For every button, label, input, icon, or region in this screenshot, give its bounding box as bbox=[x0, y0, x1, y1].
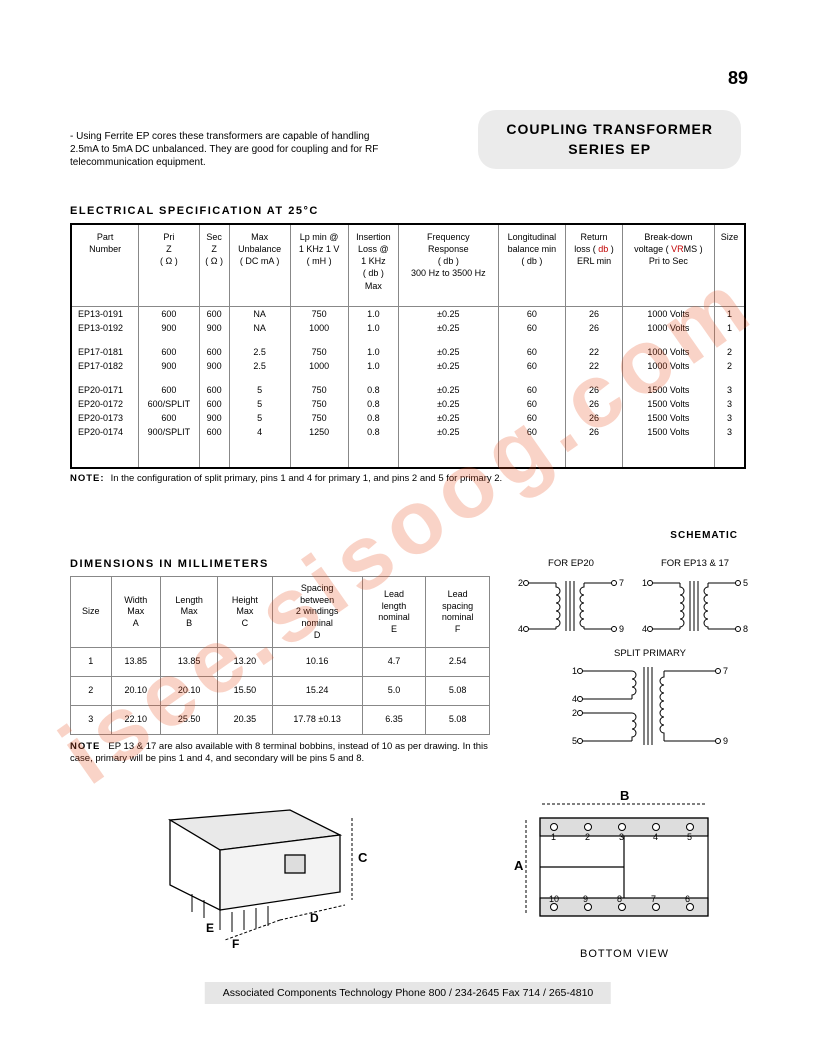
table-row: EP20-017160060057500.8±0.2560261500 Volt… bbox=[71, 383, 745, 397]
table-row bbox=[71, 373, 745, 383]
dcol-spacing: Spacing between 2 windings nominal D bbox=[272, 577, 362, 648]
col-unbal: Max Unbalance ( DC mA ) bbox=[229, 224, 290, 306]
svg-text:1: 1 bbox=[642, 578, 647, 588]
col-freq: Frequency Response ( db ) 300 Hz to 3500… bbox=[399, 224, 498, 306]
dims-title: DIMENSIONS IN MILLIMETERS bbox=[70, 558, 490, 570]
table-row: 113.8513.8513.2010.164.72.54 bbox=[71, 648, 490, 677]
svg-text:1: 1 bbox=[551, 832, 556, 842]
table-row: EP20-017360090057500.8±0.2560261500 Volt… bbox=[71, 411, 745, 425]
svg-text:E: E bbox=[206, 921, 214, 935]
schematic-ep20: FOR EP20 2 4 7 9 bbox=[516, 558, 626, 641]
svg-text:7: 7 bbox=[723, 666, 728, 676]
col-insertion: Insertion Loss @ 1 KHz ( db ) Max bbox=[348, 224, 399, 306]
svg-text:8: 8 bbox=[617, 894, 622, 904]
bottom-view-label: BOTTOM VIEW bbox=[580, 948, 669, 960]
elec-spec-table: Part Number Pri Z ( Ω ) Sec Z ( Ω ) Max … bbox=[70, 223, 746, 469]
svg-text:5: 5 bbox=[572, 736, 577, 746]
schematic-ep1317-svg: 1 4 5 8 bbox=[640, 571, 750, 641]
svg-text:C: C bbox=[358, 850, 368, 865]
electrical-spec-section: ELECTRICAL SPECIFICATION AT 25°C Part Nu… bbox=[70, 205, 746, 484]
title-line-1: COUPLING TRANSFORMER bbox=[506, 120, 713, 140]
col-longbal: Longitudinal balance min ( db ) bbox=[498, 224, 566, 306]
schematic-ep20-label: FOR EP20 bbox=[516, 558, 626, 569]
dcol-lead-len: Lead length nominal E bbox=[362, 577, 426, 648]
table-row: EP17-01829009002.510001.0±0.2560221000 V… bbox=[71, 359, 745, 373]
svg-text:1: 1 bbox=[572, 666, 577, 676]
col-return: Return loss ( db ) ERL min bbox=[566, 224, 623, 306]
svg-text:2: 2 bbox=[572, 708, 577, 718]
table-row: 322.1025.5020.3517.78 ±0.136.355.08 bbox=[71, 705, 490, 734]
table-row: EP20-0174900/SPLIT600412500.8±0.25602615… bbox=[71, 425, 745, 468]
table-row: 220.1020.1015.5015.245.05.08 bbox=[71, 677, 490, 706]
schematic-split-svg: 1 4 2 5 7 9 bbox=[570, 661, 730, 751]
package-3d-svg: C D F E bbox=[130, 800, 390, 960]
svg-text:7: 7 bbox=[651, 894, 656, 904]
svg-text:4: 4 bbox=[653, 832, 658, 842]
col-pri: Pri Z ( Ω ) bbox=[139, 224, 199, 306]
page-number: 89 bbox=[728, 68, 748, 89]
dcol-length: Length Max B bbox=[161, 577, 218, 648]
table-row: EP13-0191600600NA7501.0±0.2560261000 Vol… bbox=[71, 306, 745, 321]
schematic-heading: SCHEMATIC bbox=[670, 530, 738, 541]
table-row bbox=[71, 335, 745, 345]
svg-text:5: 5 bbox=[743, 578, 748, 588]
schematic-ep20-svg: 2 4 7 9 bbox=[516, 571, 626, 641]
title-badge: COUPLING TRANSFORMER SERIES EP bbox=[478, 110, 741, 169]
svg-text:7: 7 bbox=[619, 578, 624, 588]
svg-text:6: 6 bbox=[685, 894, 690, 904]
col-sec: Sec Z ( Ω ) bbox=[199, 224, 229, 306]
table-row: EP13-0192900900NA10001.0±0.2560261000 Vo… bbox=[71, 321, 745, 335]
package-3d: C D F E bbox=[130, 800, 390, 960]
footer-contact: Associated Components Technology Phone 8… bbox=[205, 982, 611, 1004]
svg-text:F: F bbox=[232, 937, 239, 951]
bottom-view-svg: B A 1 2 3 4 5 10 9 8 7 6 bbox=[500, 790, 730, 940]
svg-text:9: 9 bbox=[723, 736, 728, 746]
dcol-lead-sp: Lead spacing nominal F bbox=[426, 577, 490, 648]
table-row: EP17-01816006002.57501.0±0.2560221000 Vo… bbox=[71, 345, 745, 359]
schematic-split-label: SPLIT PRIMARY bbox=[570, 648, 730, 659]
elec-note: NOTE:In the configuration of split prima… bbox=[70, 473, 746, 484]
svg-text:5: 5 bbox=[687, 832, 692, 842]
svg-text:8: 8 bbox=[743, 624, 748, 634]
schematic-ep1317: FOR EP13 & 17 1 4 5 8 bbox=[640, 558, 750, 641]
svg-text:B: B bbox=[620, 790, 629, 803]
col-part: Part Number bbox=[71, 224, 139, 306]
svg-text:3: 3 bbox=[619, 832, 624, 842]
elec-spec-title: ELECTRICAL SPECIFICATION AT 25°C bbox=[70, 205, 746, 217]
svg-text:9: 9 bbox=[619, 624, 624, 634]
bottom-view: B A 1 2 3 4 5 10 9 8 7 6 bbox=[500, 790, 730, 940]
schematic-ep1317-label: FOR EP13 & 17 bbox=[640, 558, 750, 569]
svg-text:A: A bbox=[514, 858, 524, 873]
col-lp: Lp min @ 1 KHz 1 V ( mH ) bbox=[290, 224, 348, 306]
dcol-width: Width Max A bbox=[111, 577, 161, 648]
title-line-2: SERIES EP bbox=[506, 140, 713, 160]
dims-note: NOTEEP 13 & 17 are also available with 8… bbox=[70, 741, 490, 766]
table-row: EP20-0172600/SPLIT60057500.8±0.256026150… bbox=[71, 397, 745, 411]
schematic-split: SPLIT PRIMARY 1 4 2 5 7 9 bbox=[570, 648, 730, 751]
svg-text:D: D bbox=[310, 911, 319, 925]
col-breakdown: Break-down voltage ( VRMS ) Pri to Sec bbox=[622, 224, 714, 306]
svg-text:9: 9 bbox=[583, 894, 588, 904]
intro-text: Using Ferrite EP cores these transformer… bbox=[70, 130, 400, 169]
svg-text:4: 4 bbox=[518, 624, 523, 634]
svg-text:4: 4 bbox=[642, 624, 647, 634]
svg-text:2: 2 bbox=[585, 832, 590, 842]
svg-text:4: 4 bbox=[572, 694, 577, 704]
dimensions-section: DIMENSIONS IN MILLIMETERS Size Width Max… bbox=[70, 558, 490, 765]
dcol-size: Size bbox=[71, 577, 112, 648]
svg-text:2: 2 bbox=[518, 578, 523, 588]
svg-text:10: 10 bbox=[549, 894, 559, 904]
dcol-height: Height Max C bbox=[218, 577, 273, 648]
dims-table: Size Width Max A Length Max B Height Max… bbox=[70, 576, 490, 735]
col-size: Size bbox=[714, 224, 745, 306]
